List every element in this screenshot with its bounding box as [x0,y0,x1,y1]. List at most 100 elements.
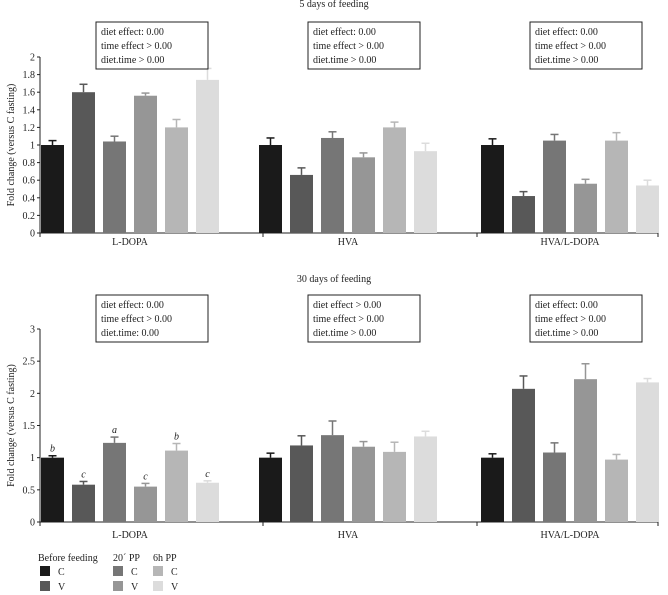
legend-swatch [113,581,123,591]
bar [290,174,313,233]
legend-swatch [40,581,50,591]
bar [321,435,344,522]
stats-annotation-box [529,294,643,343]
x-tick-label: HVA [338,530,359,541]
stats-annotation-box [95,21,209,70]
bar [72,92,95,233]
significance-label: b [50,444,55,455]
significance-label: c [143,471,148,482]
stats-annotation-line: time effect > 0.00 [101,41,172,52]
y-tick-label: 2 [30,389,35,400]
significance-label: c [205,469,210,480]
stats-annotation-line: time effect > 0.00 [535,41,606,52]
y-tick-label: 1.5 [23,421,36,432]
y-tick-label: 2.5 [23,357,36,368]
legend-swatch [153,581,163,591]
bar [383,451,406,522]
stats-annotation-line: diet.time > 0.00 [313,328,376,339]
bar [512,196,535,233]
stats-annotation-line: diet effect: 0.00 [535,27,598,38]
y-tick-label: 1.8 [23,70,36,81]
legend-row-label: V [171,582,179,593]
y-tick-label: 0.4 [23,193,36,204]
legend-row-label: V [58,582,66,593]
bar [414,151,437,233]
x-tick-label: L-DOPA [112,237,149,248]
y-tick-label: 1 [30,453,35,464]
legend-group-label: Before feeding [38,553,98,564]
bar [383,127,406,233]
bar [543,140,566,233]
chart-title: 5 days of feeding [299,0,368,10]
stats-annotation-line: diet effect: 0.00 [313,27,376,38]
stats-annotation-line: time effect > 0.00 [101,314,172,325]
bar [103,141,126,233]
bar [259,457,282,522]
y-tick-label: 1.2 [23,123,36,134]
y-tick-label: 2 [30,53,35,64]
bar [636,382,659,522]
bar [196,79,219,233]
bar [605,459,628,522]
x-tick-label: HVA/L-DOPA [541,530,601,541]
chart-title: 30 days of feeding [297,274,371,285]
legend-swatch [113,566,123,576]
bar [543,452,566,522]
stats-annotation-line: diet.time > 0.00 [101,55,164,66]
legend-group-label: 20´ PP [113,553,140,564]
stats-annotation-box [307,21,421,70]
bar [414,436,437,522]
y-tick-label: 1 [30,141,35,152]
bar [481,457,504,522]
stats-annotation-line: diet.time > 0.00 [535,328,598,339]
significance-label: a [112,425,117,436]
stats-annotation-line: diet effect: 0.00 [101,27,164,38]
stats-annotation-line: diet.time: 0.00 [101,328,159,339]
stats-annotation-line: diet.time > 0.00 [313,55,376,66]
y-tick-label: 0.2 [23,211,36,222]
legend-swatch [40,566,50,576]
x-tick-label: HVA [338,237,359,248]
bar [165,127,188,233]
legend-row-label: C [171,567,178,578]
bar [41,145,64,233]
bar [605,140,628,233]
stats-annotation-line: time effect > 0.00 [535,314,606,325]
y-tick-label: 1.6 [23,88,36,99]
chart-panel-5-days: 5 days of feeding 0 0.2 0.4 0.6 0.8 1 1.2 1.4 1.6… [6,0,659,248]
x-tick-label: HVA/L-DOPA [541,237,601,248]
legend-row-label: C [131,567,138,578]
stats-annotation-line: diet effect > 0.00 [313,300,381,311]
bar [352,446,375,522]
bar [165,450,188,522]
bar [103,442,126,522]
y-axis-label: Fold change (versus C fasting) [6,84,17,207]
x-tick-label: L-DOPA [112,530,149,541]
legend-row-label: V [131,582,139,593]
y-tick-label: 0 [30,518,35,529]
y-axis-label: Fold change (versus C fasting) [6,364,17,487]
stats-annotation-line: time effect > 0.00 [313,314,384,325]
legend-group-label: 6h PP [153,553,177,564]
bar [321,137,344,233]
bar [134,95,157,233]
bar [259,145,282,233]
y-tick-label: 0 [30,229,35,240]
chart-panel-30-days: 30 days of feeding 0 0.5 1 1.5 2 2.5 3 Fold chan… [6,274,659,541]
significance-label: c [81,469,86,480]
legend-swatch [153,566,163,576]
bar [41,457,64,522]
y-tick-label: 1.4 [23,105,36,116]
y-tick-label: 0.6 [23,176,36,187]
stats-annotation-box [95,294,209,343]
bar [352,157,375,233]
bar [196,482,219,522]
bar [290,445,313,522]
legend-row-label: C [58,567,65,578]
bar [134,486,157,522]
bar [636,185,659,233]
stats-annotation-box [307,294,421,343]
stats-annotation-box [529,21,643,70]
